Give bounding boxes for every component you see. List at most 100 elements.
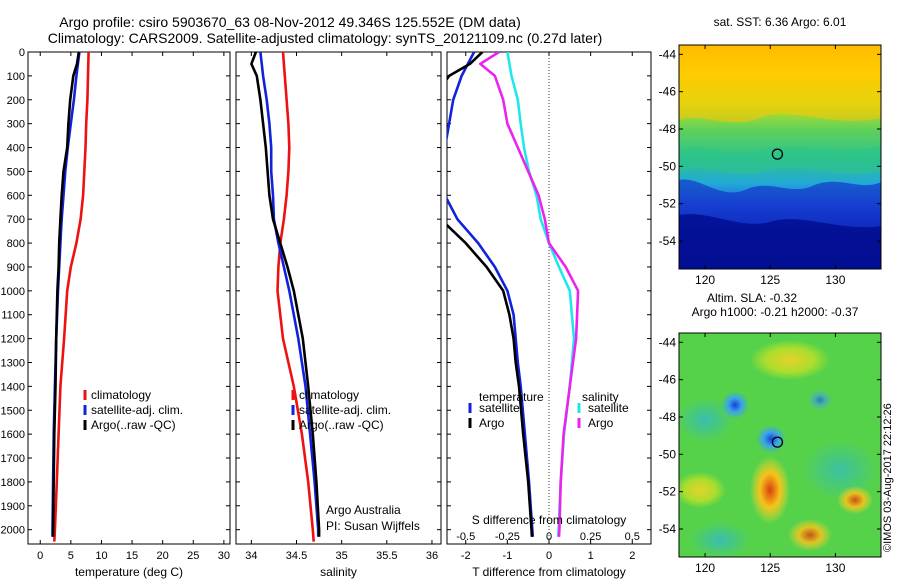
sst-map-ytick-label: -50 xyxy=(659,159,677,173)
salinity-xlabel: salinity xyxy=(320,565,357,579)
temperature-legend-label: Argo(..raw -QC) xyxy=(91,418,176,432)
series-difference-satellite_salinity xyxy=(506,52,576,537)
sla-map-frame xyxy=(678,332,882,558)
depth-tick-label: 2000 xyxy=(1,525,25,537)
legend-sal-argo: Argo xyxy=(588,416,614,430)
salinity-xtick-label: 36 xyxy=(426,550,438,562)
temperature-xtick-label: 0 xyxy=(37,550,43,562)
temperature-xtick-label: 20 xyxy=(157,550,169,562)
series-salinity-argo xyxy=(250,52,321,537)
secondary-xtick-label: 0 xyxy=(546,531,552,543)
panel-difference: -2 -1 0 1 2T difference from climatology temp… xyxy=(446,51,652,579)
difference-xtick-label: 2 xyxy=(629,550,635,562)
series-temperature-climatology xyxy=(53,52,90,542)
sla-blue-eddy-2 xyxy=(756,425,786,453)
secondary-xtick-label: -0.25 xyxy=(495,531,520,543)
temperature-xtick-label: 15 xyxy=(126,550,138,562)
sst-green-band xyxy=(679,146,881,175)
sst-warm-tongue xyxy=(679,45,881,123)
depth-tick-label: 1400 xyxy=(1,381,25,393)
secondary-xtick-label: 0.25 xyxy=(580,531,601,543)
sla-red-patch-2 xyxy=(788,519,832,551)
depth-tick-label: 300 xyxy=(7,119,25,131)
sla-map-xtick-label: 130 xyxy=(825,561,845,575)
difference-xtick-label: -2 xyxy=(461,550,471,562)
legend-temp-argo: Argo xyxy=(479,416,505,430)
sla-map-title-2: Argo h1000: -0.21 h2000: -0.37 xyxy=(692,305,859,319)
sla-red-patch xyxy=(750,456,790,524)
sst-map-ytick-label: -52 xyxy=(659,197,677,211)
depth-tick-label: 1600 xyxy=(1,429,25,441)
depth-tick-label: 1900 xyxy=(1,501,25,513)
imos-side-label: ©IMOS 03-Aug-2017 22:12:26 xyxy=(882,403,894,552)
sla-map-ytick-label: -44 xyxy=(659,335,677,349)
depth-tick-label: 400 xyxy=(7,143,25,155)
sla-map-ytick-label: -54 xyxy=(659,522,677,536)
sst-map-ytick-label: -44 xyxy=(659,47,677,61)
depth-tick-label: 0 xyxy=(19,47,25,59)
depth-tick-label: 900 xyxy=(7,262,25,274)
sst-deep-cold xyxy=(679,214,881,269)
salinity-xtick-label: 34.5 xyxy=(286,550,307,562)
header-line-1: Argo profile: csiro 5903670_63 08-Nov-20… xyxy=(59,14,521,30)
sla-map-ytick-label: -48 xyxy=(659,410,677,424)
sla-blue-eddy-3 xyxy=(808,390,832,410)
secondary-xtick-label: -0.5 xyxy=(456,531,475,543)
sst-map-xtick-label: 120 xyxy=(695,273,715,287)
depth-tick-label: 700 xyxy=(7,214,25,226)
difference-xlabel: T difference from climatology xyxy=(472,565,626,579)
depth-tick-label: 500 xyxy=(7,166,25,178)
sst-map-axes: 120 125 130 -44 -46 -48 -50 -52 -54 xyxy=(659,45,881,287)
annotation-pi: PI: Susan Wijffels xyxy=(326,519,420,533)
panel-salinity: 34 34.5 35 35.5 36 salinity climatologysatelli… xyxy=(235,51,442,579)
series-difference-satellite xyxy=(447,52,535,537)
annotation-institution: Argo Australia xyxy=(326,503,401,517)
series-difference-argo xyxy=(447,52,534,537)
legend-title-temperature: temperature xyxy=(479,390,544,404)
sla-map-title-1: Altim. SLA: -0.32 xyxy=(707,291,797,305)
difference-xtick-label: 0 xyxy=(546,550,552,562)
sst-map-ytick-label: -46 xyxy=(659,85,677,99)
sla-cyan-patch-2 xyxy=(802,440,878,500)
sla-map-axes: 120 125 130 -44 -46 -48 -50 -52 -54 xyxy=(659,333,881,575)
difference-xtick-label: -1 xyxy=(502,550,512,562)
depth-tick-label: 100 xyxy=(7,71,25,83)
sst-map-ytick-label: -48 xyxy=(659,122,677,136)
temperature-legend-label: climatology xyxy=(91,388,151,402)
salinity-legend-label: climatology xyxy=(299,388,359,402)
depth-tick-label: 800 xyxy=(7,238,25,250)
salinity-legend-label: satellite-adj. clim. xyxy=(299,403,391,417)
header-line-2: Climatology: CARS2009. Satellite-adjuste… xyxy=(48,30,603,46)
sla-map-xtick-label: 120 xyxy=(695,561,715,575)
legend-title-salinity: salinity xyxy=(582,390,619,404)
depth-tick-label: 1700 xyxy=(1,453,25,465)
depth-tick-label: 1100 xyxy=(1,310,25,322)
salinity-series-group xyxy=(250,52,321,542)
legend-temp-satellite: satellite xyxy=(479,401,520,415)
sla-yellow-patch-1 xyxy=(750,340,830,380)
series-temperature-argo xyxy=(51,52,81,537)
difference-series-group xyxy=(447,52,580,537)
sst-map-frame xyxy=(678,44,882,270)
sst-map-xtick-label: 130 xyxy=(825,273,845,287)
depth-tick-label: 200 xyxy=(7,95,25,107)
sla-float-marker xyxy=(771,436,784,448)
salinity-xtick-label: 35 xyxy=(336,550,348,562)
temperature-xtick-label: 5 xyxy=(68,550,74,562)
sst-map-ytick-label: -54 xyxy=(659,234,677,248)
sst-map-title: sat. SST: 6.36 Argo: 6.01 xyxy=(714,15,847,29)
profile-panels: 0100200300400500600700800900100011001200… xyxy=(1,47,652,579)
temperature-legend-label: satellite-adj. clim. xyxy=(91,403,183,417)
sla-cyan-patch-3 xyxy=(690,522,750,557)
temperature-series-group xyxy=(51,52,90,542)
temperature-frame xyxy=(27,51,231,545)
sst-map xyxy=(679,45,881,269)
sla-blue-eddy-1 xyxy=(721,391,749,419)
series-difference-argo_salinity xyxy=(478,52,580,537)
depth-tick-label: 600 xyxy=(7,190,25,202)
salinity-xtick-label: 34 xyxy=(245,550,257,562)
sla-yellow-patch-2 xyxy=(679,472,726,508)
sla-map-ytick-label: -52 xyxy=(659,485,677,499)
